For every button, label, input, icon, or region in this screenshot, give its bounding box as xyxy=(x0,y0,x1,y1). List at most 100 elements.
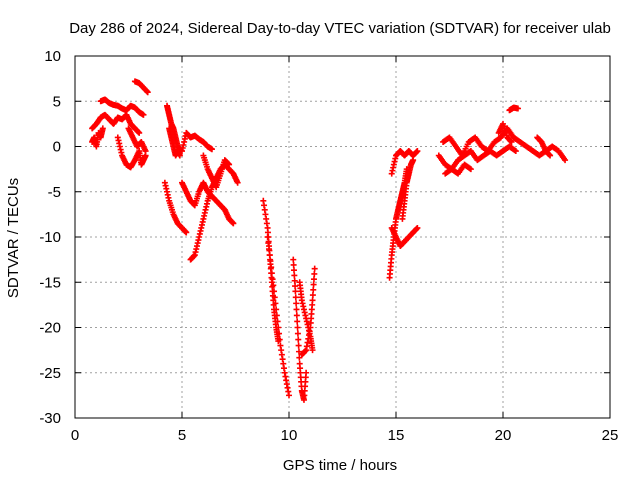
data-point xyxy=(547,152,554,159)
data-point xyxy=(234,179,241,186)
data-point xyxy=(303,369,310,376)
data-point xyxy=(183,229,190,236)
data-point xyxy=(268,270,275,277)
data-point xyxy=(267,258,274,265)
series-arc-2 xyxy=(97,96,147,118)
data-point xyxy=(271,294,278,301)
data-point xyxy=(264,234,271,240)
data-point xyxy=(274,318,281,325)
data-point xyxy=(309,297,316,304)
data-point xyxy=(290,256,297,263)
y-tick-label: -30 xyxy=(39,410,61,427)
x-tick-label: 20 xyxy=(495,427,512,444)
x-tick-label: 5 xyxy=(178,427,186,444)
series-arc-20 xyxy=(388,148,421,177)
data-point xyxy=(295,342,302,349)
data-point xyxy=(230,220,237,227)
y-tick-label: -10 xyxy=(39,229,61,246)
y-tick-label: -15 xyxy=(39,274,61,291)
series-arc-14 xyxy=(264,234,292,399)
data-point xyxy=(270,282,277,289)
y-tick-label: 10 xyxy=(44,48,61,65)
data-point xyxy=(286,392,292,399)
data-point xyxy=(310,281,317,288)
y-tick-label: -25 xyxy=(39,365,61,382)
data-point xyxy=(294,324,301,331)
series-arc-22 xyxy=(435,143,519,173)
data-point xyxy=(265,240,272,247)
series-arc-1 xyxy=(89,111,143,136)
data-point xyxy=(410,157,417,164)
data-point xyxy=(269,276,276,283)
series-arc-3 xyxy=(89,125,106,150)
data-point xyxy=(514,105,521,112)
data-point xyxy=(293,312,300,319)
series-arc-15 xyxy=(290,256,310,403)
data-point xyxy=(309,347,316,354)
series-arc-8 xyxy=(166,125,183,159)
series-arc-6 xyxy=(125,125,149,155)
series-arc-27 xyxy=(534,134,554,159)
data-point xyxy=(311,270,318,277)
data-point xyxy=(467,166,474,173)
data-point xyxy=(273,312,280,319)
data-point xyxy=(271,288,278,295)
data-point xyxy=(310,276,317,283)
data-point xyxy=(276,336,283,343)
data-point xyxy=(290,267,297,274)
grid-lines xyxy=(75,56,610,418)
plot-frame xyxy=(74,55,611,419)
data-point xyxy=(414,224,421,231)
data-point xyxy=(512,148,519,155)
series-arc-4 xyxy=(114,134,149,171)
x-tick-label: 15 xyxy=(388,427,405,444)
data-point xyxy=(266,246,273,253)
series-arc-19 xyxy=(388,224,421,250)
data-points xyxy=(89,78,569,403)
data-point xyxy=(293,306,300,313)
data-point xyxy=(294,318,301,325)
data-point xyxy=(176,152,183,159)
data-point xyxy=(273,306,280,313)
data-point xyxy=(266,252,273,259)
data-point xyxy=(309,292,316,299)
data-point xyxy=(292,294,299,301)
data-point xyxy=(291,272,298,279)
data-point xyxy=(311,265,318,272)
series-arc-10 xyxy=(179,179,237,227)
x-tick-label: 25 xyxy=(602,427,619,444)
data-point xyxy=(140,111,147,118)
y-tick-label: 5 xyxy=(53,93,61,110)
data-point xyxy=(226,161,233,168)
y-axis-label: SDTVAR / TECUs xyxy=(5,178,22,298)
series-arc-12 xyxy=(200,152,233,191)
data-point xyxy=(268,264,275,271)
series-arc-25 xyxy=(495,120,515,145)
series-arc-17 xyxy=(298,265,318,358)
data-point xyxy=(296,354,303,361)
data-point xyxy=(142,148,149,155)
x-tick-label: 0 xyxy=(71,427,79,444)
data-point xyxy=(294,330,301,337)
data-point xyxy=(275,324,282,331)
data-point xyxy=(310,286,317,293)
series-arc-26 xyxy=(506,104,521,114)
data-point xyxy=(293,300,300,307)
data-point xyxy=(291,277,298,284)
data-point xyxy=(508,138,515,145)
series-arc-5 xyxy=(131,78,151,96)
data-point xyxy=(136,129,143,136)
data-point xyxy=(272,300,279,307)
data-point xyxy=(208,146,215,153)
y-tick-label: -20 xyxy=(39,320,61,337)
data-point xyxy=(295,336,302,343)
data-point xyxy=(276,330,283,337)
data-point xyxy=(290,261,297,268)
data-point xyxy=(144,89,151,96)
series-arc-21 xyxy=(399,157,417,222)
series-arc-24 xyxy=(442,161,474,177)
x-tick-label: 10 xyxy=(281,427,298,444)
data-point xyxy=(414,148,421,155)
data-point xyxy=(292,288,299,295)
